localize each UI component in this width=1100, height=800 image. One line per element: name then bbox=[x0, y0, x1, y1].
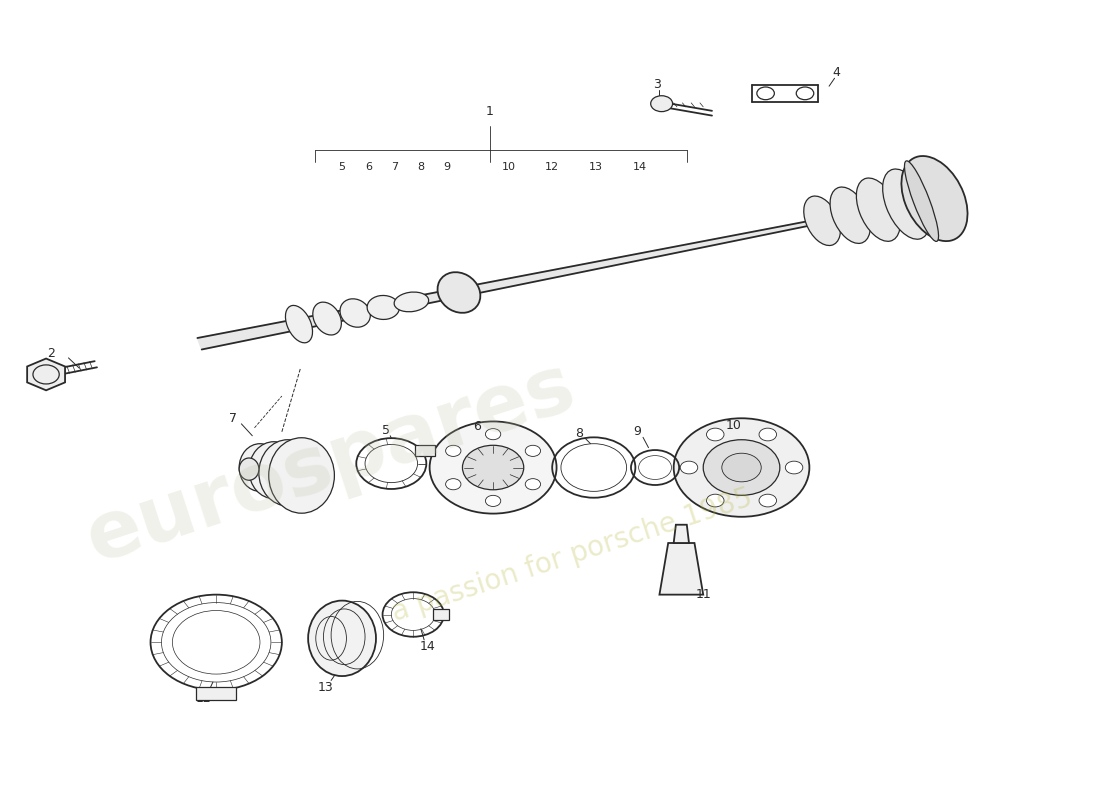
Ellipse shape bbox=[308, 601, 376, 676]
Circle shape bbox=[706, 494, 724, 507]
Text: 8: 8 bbox=[575, 427, 584, 440]
Ellipse shape bbox=[285, 306, 312, 343]
Circle shape bbox=[485, 495, 501, 506]
Ellipse shape bbox=[239, 444, 280, 491]
Text: 5: 5 bbox=[382, 424, 389, 437]
Circle shape bbox=[430, 422, 557, 514]
Text: 4: 4 bbox=[833, 66, 840, 79]
Text: a passion for porsche 1985: a passion for porsche 1985 bbox=[388, 483, 756, 626]
Ellipse shape bbox=[904, 161, 938, 242]
Circle shape bbox=[446, 446, 461, 457]
Text: 7: 7 bbox=[390, 162, 398, 172]
Text: 13: 13 bbox=[588, 162, 603, 172]
Circle shape bbox=[485, 429, 501, 440]
Polygon shape bbox=[197, 195, 944, 350]
Circle shape bbox=[673, 418, 810, 517]
Text: 12: 12 bbox=[195, 692, 211, 706]
Text: 9: 9 bbox=[443, 162, 451, 172]
Text: 11: 11 bbox=[695, 588, 711, 601]
Circle shape bbox=[462, 446, 524, 490]
Text: 6: 6 bbox=[365, 162, 372, 172]
Circle shape bbox=[651, 96, 672, 112]
Circle shape bbox=[785, 461, 803, 474]
Text: 2: 2 bbox=[47, 347, 55, 361]
Text: 14: 14 bbox=[632, 162, 647, 172]
Ellipse shape bbox=[901, 156, 968, 241]
Text: 1: 1 bbox=[486, 105, 494, 118]
Ellipse shape bbox=[394, 292, 429, 312]
Text: 8: 8 bbox=[417, 162, 425, 172]
Text: 3: 3 bbox=[653, 78, 661, 91]
Text: 13: 13 bbox=[318, 681, 333, 694]
Circle shape bbox=[706, 428, 724, 441]
Ellipse shape bbox=[268, 438, 334, 514]
Text: 12: 12 bbox=[546, 162, 559, 172]
Ellipse shape bbox=[239, 458, 258, 480]
Text: 10: 10 bbox=[502, 162, 516, 172]
Circle shape bbox=[525, 478, 540, 490]
Circle shape bbox=[703, 440, 780, 495]
Text: 7: 7 bbox=[229, 412, 236, 425]
Ellipse shape bbox=[367, 295, 399, 319]
Text: 9: 9 bbox=[634, 426, 641, 438]
Polygon shape bbox=[659, 543, 703, 594]
Ellipse shape bbox=[857, 178, 900, 242]
Text: 5: 5 bbox=[339, 162, 345, 172]
Ellipse shape bbox=[804, 196, 840, 246]
Text: 10: 10 bbox=[726, 419, 741, 432]
Ellipse shape bbox=[830, 187, 870, 243]
Circle shape bbox=[525, 446, 540, 457]
Ellipse shape bbox=[258, 440, 317, 506]
Ellipse shape bbox=[249, 442, 298, 498]
Bar bbox=[197, 686, 235, 699]
Circle shape bbox=[759, 494, 777, 507]
Text: 6: 6 bbox=[473, 420, 481, 433]
Circle shape bbox=[759, 428, 777, 441]
Bar bbox=[416, 446, 436, 457]
Polygon shape bbox=[673, 525, 689, 543]
Bar bbox=[433, 609, 449, 620]
Circle shape bbox=[446, 478, 461, 490]
Text: eurospares: eurospares bbox=[77, 348, 585, 579]
Text: 14: 14 bbox=[419, 640, 436, 653]
Circle shape bbox=[722, 454, 761, 482]
Ellipse shape bbox=[909, 160, 960, 237]
Circle shape bbox=[680, 461, 697, 474]
Polygon shape bbox=[28, 358, 65, 390]
Ellipse shape bbox=[882, 169, 931, 239]
Ellipse shape bbox=[438, 272, 481, 313]
Ellipse shape bbox=[312, 302, 341, 335]
Ellipse shape bbox=[340, 299, 371, 327]
